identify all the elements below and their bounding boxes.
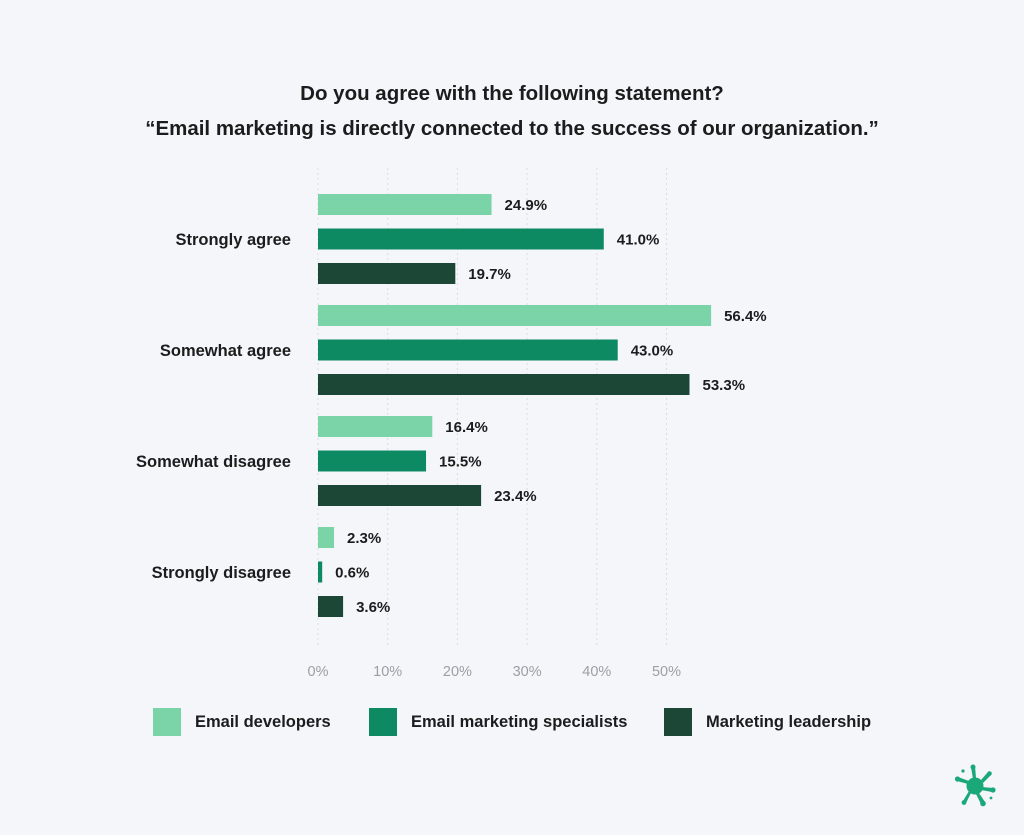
chart-legend: Email developers Email marketing special… <box>0 707 1024 737</box>
bar-group-strongly-disagree: Strongly disagree 2.3% 0.6% 3.6% <box>152 527 390 617</box>
bar-somewhat-agree-email-marketing-specialists[interactable] <box>318 339 618 361</box>
bar-strongly-disagree-email-marketing-specialists[interactable] <box>318 561 323 583</box>
bar-somewhat-agree-marketing-leadership[interactable] <box>318 374 690 395</box>
x-axis-ticks: 0% 10% 20% 30% 40% 50% <box>308 664 682 680</box>
data-label-somewhat-disagree-email-marketing-specialists: 15.5% <box>439 454 482 471</box>
bar-somewhat-disagree-email-developers[interactable] <box>318 416 433 437</box>
bar-chart: 0% 10% 20% 30% 40% 50% Strongly agree 24.9% 41.0… <box>136 168 767 680</box>
data-label-somewhat-agree-email-marketing-specialists: 43.0% <box>631 343 674 360</box>
x-tick-label: 20% <box>443 664 472 680</box>
category-label-strongly-disagree: Strongly disagree <box>152 564 291 582</box>
data-label-strongly-agree-email-marketing-specialists: 41.0% <box>617 232 660 249</box>
bar-strongly-agree-marketing-leadership[interactable] <box>318 263 456 284</box>
data-label-strongly-agree-marketing-leadership: 19.7% <box>468 266 511 283</box>
data-label-somewhat-agree-email-developers: 56.4% <box>724 308 767 325</box>
bar-strongly-disagree-email-developers[interactable] <box>318 527 335 548</box>
x-tick-label: 0% <box>308 664 329 680</box>
legend-label-email-developers: Email developers <box>195 712 331 731</box>
category-label-somewhat-disagree: Somewhat disagree <box>136 453 291 471</box>
bar-somewhat-disagree-marketing-leadership[interactable] <box>318 485 482 506</box>
x-tick-label: 40% <box>582 664 611 680</box>
bar-strongly-agree-email-developers[interactable] <box>318 194 492 215</box>
data-label-strongly-agree-email-developers: 24.9% <box>505 197 548 214</box>
data-label-somewhat-agree-marketing-leadership: 53.3% <box>703 377 746 394</box>
legend-swatch-email-marketing-specialists <box>369 708 397 736</box>
category-label-strongly-agree: Strongly agree <box>175 231 291 249</box>
splash-logo-icon <box>954 764 996 813</box>
legend-label-email-marketing-specialists: Email marketing specialists <box>411 712 628 731</box>
legend-item-email-marketing-specialists[interactable]: Email marketing specialists <box>369 707 627 737</box>
category-label-somewhat-agree: Somewhat agree <box>160 342 291 360</box>
x-tick-label: 50% <box>652 664 681 680</box>
legend-swatch-marketing-leadership <box>664 708 692 736</box>
bar-somewhat-disagree-email-marketing-specialists[interactable] <box>318 450 427 472</box>
legend-item-email-developers[interactable]: Email developers <box>153 707 331 737</box>
x-tick-label: 30% <box>513 664 542 680</box>
legend-swatch-email-developers <box>153 708 181 736</box>
data-label-strongly-disagree-email-marketing-specialists: 0.6% <box>335 565 369 582</box>
x-tick-label: 10% <box>373 664 402 680</box>
bar-group-strongly-agree: Strongly agree 24.9% 41.0% 19.7% <box>175 194 659 284</box>
legend-item-marketing-leadership[interactable]: Marketing leadership <box>664 707 871 737</box>
data-label-somewhat-disagree-marketing-leadership: 23.4% <box>494 488 537 505</box>
bar-group-somewhat-agree: Somewhat agree 56.4% 43.0% 53.3% <box>160 305 767 395</box>
data-label-somewhat-disagree-email-developers: 16.4% <box>445 419 488 436</box>
data-label-strongly-disagree-marketing-leadership: 3.6% <box>356 599 390 616</box>
legend-label-marketing-leadership: Marketing leadership <box>706 712 872 731</box>
chart-title-line-1: Do you agree with the following statemen… <box>300 82 724 105</box>
data-label-strongly-disagree-email-developers: 2.3% <box>347 530 381 547</box>
bar-group-somewhat-disagree: Somewhat disagree 16.4% 15.5% 23.4% <box>136 416 537 506</box>
bar-somewhat-agree-email-developers[interactable] <box>318 305 712 326</box>
bar-strongly-agree-email-marketing-specialists[interactable] <box>318 228 604 250</box>
chart-title: Do you agree with the following statemen… <box>0 76 1024 146</box>
bar-strongly-disagree-marketing-leadership[interactable] <box>318 596 344 617</box>
chart-title-line-2: “Email marketing is directly connected t… <box>145 117 879 140</box>
